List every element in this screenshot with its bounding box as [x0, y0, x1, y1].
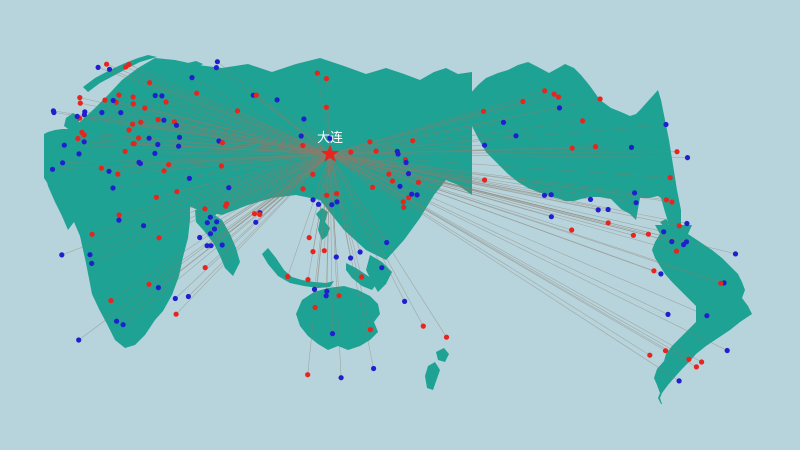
svg-text:大连: 大连 — [317, 130, 343, 145]
